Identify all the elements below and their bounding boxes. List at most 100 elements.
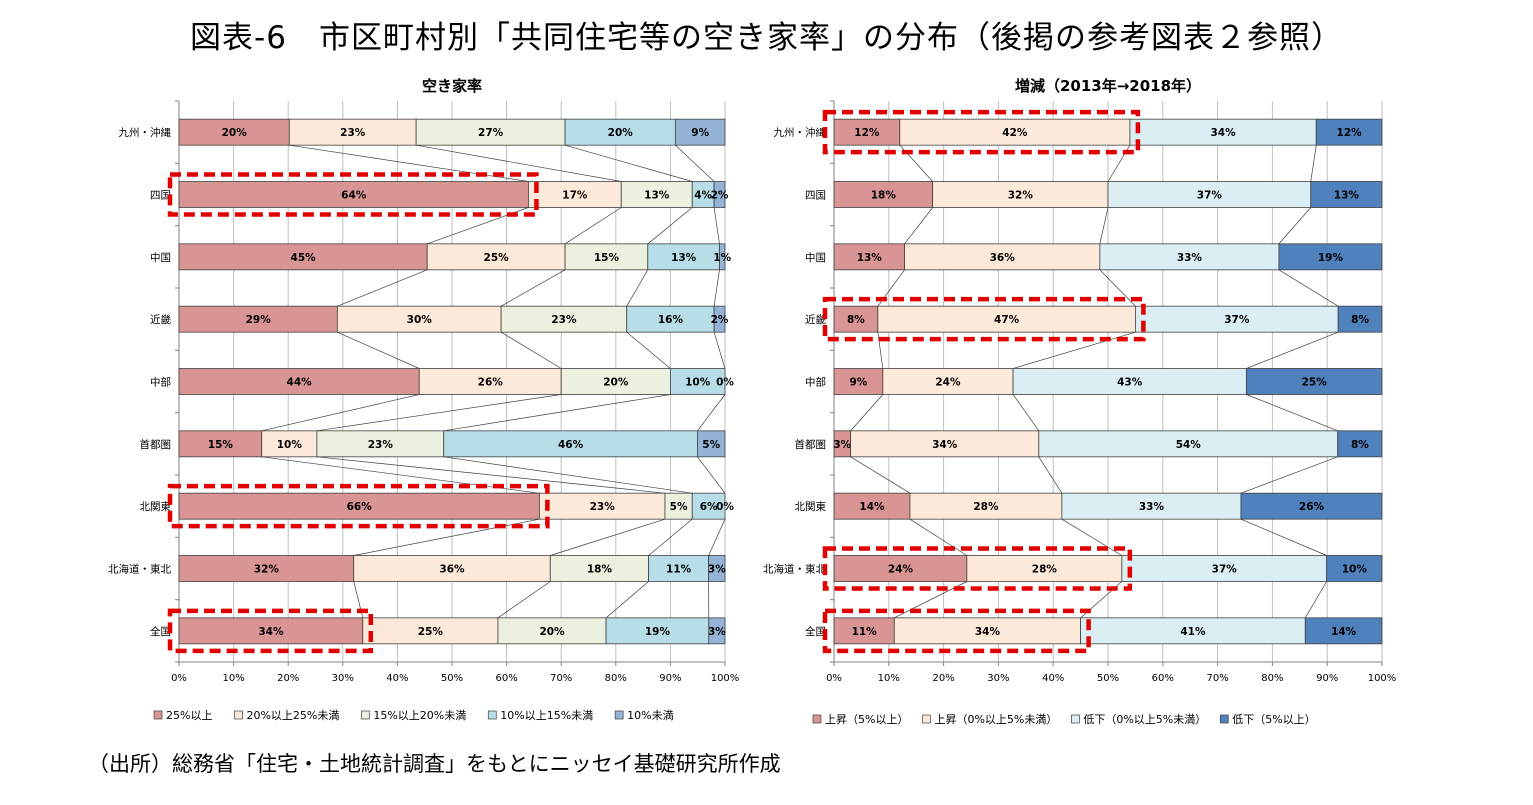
data-label: 13%	[644, 190, 670, 202]
data-label: 10%	[277, 439, 303, 451]
series-line	[713, 332, 726, 369]
category-label: 近畿	[150, 313, 171, 326]
data-label: 24%	[888, 564, 914, 576]
bar-segment	[353, 555, 551, 582]
series-line	[697, 456, 726, 494]
source-note: （出所）総務省「住宅・土地統計調査」をもとにニッセイ基礎研究所作成	[88, 752, 781, 776]
legend-swatch	[1071, 714, 1080, 724]
bar-segment	[564, 118, 676, 146]
bar-segment	[1278, 243, 1383, 271]
data-label: 20%	[222, 127, 248, 139]
data-label: 19%	[1318, 252, 1344, 264]
bar-segment	[178, 305, 338, 333]
bar-segment	[178, 243, 428, 271]
x-tick-label: 90%	[659, 673, 681, 684]
data-label: 27%	[478, 127, 504, 139]
bar-segment	[833, 305, 879, 333]
legend-label: 15%以上20%未満	[373, 709, 466, 722]
series-line	[1012, 394, 1040, 432]
series-line	[713, 269, 720, 307]
data-label: 2%	[711, 314, 729, 326]
category-label: 北関東	[795, 500, 827, 513]
series-line	[500, 269, 566, 307]
bar-segment	[605, 617, 710, 645]
category-label: 全国	[150, 625, 171, 638]
series-line	[1278, 269, 1339, 307]
data-label: 20%	[608, 127, 634, 139]
data-label: 18%	[587, 564, 613, 576]
category-label: 中国	[805, 251, 826, 264]
bar-segment	[443, 430, 698, 458]
bar-segment	[833, 492, 911, 520]
bar-segment	[1310, 181, 1383, 208]
bar-segment	[850, 430, 1040, 458]
series-line	[626, 269, 649, 307]
data-label: 23%	[590, 501, 616, 513]
bar-segment	[713, 181, 726, 208]
bar-segment	[893, 617, 1082, 645]
data-label: 33%	[1177, 252, 1203, 264]
data-label: 37%	[1224, 314, 1250, 326]
series-line	[877, 332, 884, 369]
data-label: 17%	[562, 190, 588, 202]
x-tick-label: 60%	[495, 673, 517, 684]
category-label: 四国	[150, 190, 171, 202]
series-line	[337, 331, 420, 369]
data-label: 66%	[347, 501, 373, 513]
data-label: 34%	[258, 626, 284, 638]
data-label: 32%	[1008, 190, 1034, 202]
series-line	[500, 331, 562, 369]
bar-segment	[1129, 118, 1317, 146]
data-label: 0%	[716, 377, 734, 389]
bar-segment	[719, 243, 726, 271]
series-line	[713, 207, 720, 244]
legend-label: 低下（5%以上）	[1232, 713, 1315, 726]
data-label: 25%	[1302, 377, 1328, 389]
data-label: 64%	[341, 190, 367, 202]
bar-segment	[697, 430, 726, 458]
bar-segment	[178, 181, 529, 208]
data-label: 11%	[852, 626, 878, 638]
highlight-box	[167, 608, 374, 654]
series-line	[443, 456, 693, 494]
series-line	[708, 519, 726, 556]
category-label: 首都圏	[795, 438, 827, 451]
bar-segment	[1240, 492, 1383, 520]
category-label: 北関東	[140, 500, 172, 513]
legend-label: 20%以上25%未満	[246, 709, 339, 722]
series-line	[564, 144, 693, 182]
bar-segment	[1304, 617, 1383, 645]
bar-segment	[1337, 430, 1383, 458]
data-label: 3%	[833, 439, 851, 451]
category-label: 九州・沖縄	[119, 126, 172, 139]
data-label: 12%	[1337, 127, 1363, 139]
data-label: 47%	[994, 314, 1020, 326]
data-label: 34%	[932, 439, 958, 451]
data-label: 20%	[603, 377, 629, 389]
series-line	[261, 394, 420, 432]
series-line	[316, 394, 562, 432]
bar-segment	[708, 555, 726, 582]
bar-segment	[1121, 555, 1328, 582]
series-line	[353, 518, 540, 556]
data-label: 19%	[645, 626, 671, 638]
data-label: 30%	[407, 314, 433, 326]
x-tick-label: 20%	[932, 673, 954, 684]
bar-segment	[909, 492, 1063, 520]
series-line	[909, 518, 968, 556]
x-tick-label: 40%	[386, 673, 408, 684]
series-line	[550, 518, 666, 556]
series-line	[850, 456, 911, 494]
bar-segment	[549, 555, 649, 582]
bar-segment	[899, 118, 1131, 146]
legend-swatch	[922, 714, 931, 724]
data-label: 10%	[1342, 564, 1368, 576]
bar-segment	[833, 617, 895, 645]
bar-segment	[415, 118, 566, 146]
bar-segment	[882, 368, 1014, 395]
series-line	[605, 581, 649, 619]
data-label: 42%	[1002, 127, 1028, 139]
data-label: 1%	[713, 252, 731, 264]
data-label: 25%	[484, 252, 510, 264]
highlight-box	[167, 483, 550, 529]
